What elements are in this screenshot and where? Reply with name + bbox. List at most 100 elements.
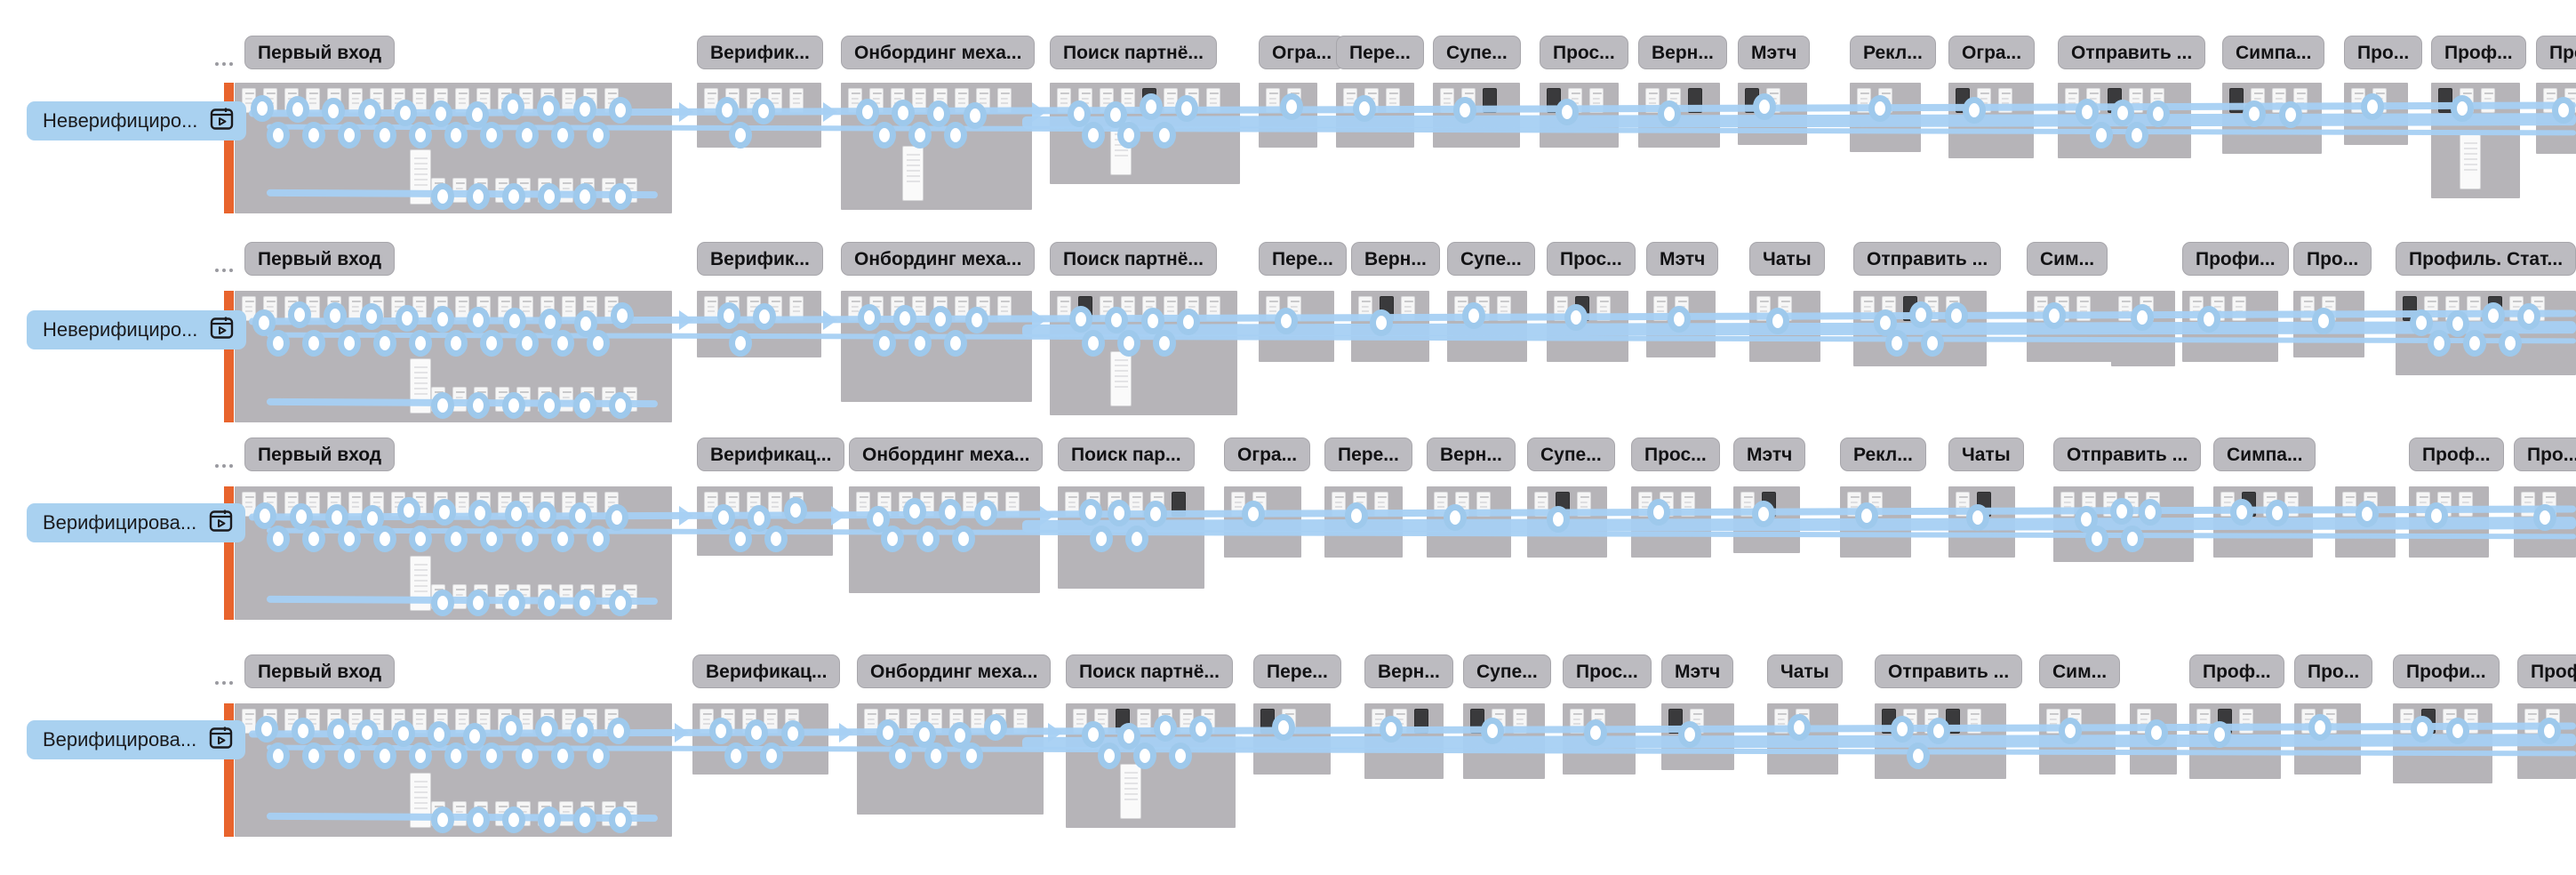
frame-title-chip[interactable]: Про... [2514, 438, 2576, 471]
screen-thumbnail[interactable] [2481, 88, 2495, 113]
frame-title-chip[interactable]: Отправить ... [2058, 36, 2206, 69]
frame-title-chip[interactable]: Про... [2294, 654, 2373, 688]
frame-title-chip[interactable]: Супе... [1447, 242, 1535, 276]
screen-thumbnail-tall[interactable] [1120, 764, 1141, 819]
screen-thumbnail[interactable] [306, 88, 320, 113]
frame-title-chip[interactable]: Симпа... [2222, 36, 2325, 69]
frame-title-chip[interactable]: Онбординг меха... [841, 36, 1036, 69]
frame-title-chip[interactable]: Верн... [1351, 242, 1440, 276]
frame-title-chip[interactable]: Первый вход [244, 438, 396, 471]
frame-title-chip[interactable]: Огра... [1259, 36, 1346, 69]
frame-title-chip[interactable]: Пере... [1336, 36, 1424, 69]
frame-title-chip[interactable]: Онбординг меха... [857, 654, 1052, 688]
frame-title-chip[interactable]: Поиск партнё... [1050, 36, 1217, 69]
frame-title-chip[interactable]: Проф... [2517, 654, 2576, 688]
screen-thumbnail[interactable] [242, 296, 256, 321]
frame-title-chip[interactable]: Про... [2293, 242, 2372, 276]
flow-connection-dot [2090, 122, 2113, 149]
screen-thumbnail[interactable] [348, 492, 363, 517]
screen-thumbnail[interactable] [912, 88, 926, 113]
screen-thumbnail[interactable] [455, 88, 469, 113]
frame-title-chip[interactable]: Рекл... [1840, 438, 1926, 471]
screen-thumbnail[interactable] [412, 88, 427, 113]
frame-title-chip[interactable]: Мэтч [1661, 654, 1734, 688]
frame-title-chip[interactable]: Мэтч [1733, 438, 1806, 471]
frame-title-chip[interactable]: Супе... [1463, 654, 1551, 688]
frame-title-chip[interactable]: Огра... [1948, 36, 2036, 69]
frame-title-chip[interactable]: Прос... [1547, 242, 1636, 276]
screen-thumbnail[interactable] [242, 492, 256, 517]
frame-title-chip[interactable]: Мэтч [1646, 242, 1719, 276]
frame-title-chip[interactable]: Отправить ... [2053, 438, 2202, 471]
frame-title-chip[interactable]: Симпа... [2213, 438, 2316, 471]
frame-title-chip[interactable]: Проф... [2409, 438, 2504, 471]
screen-thumbnail-tall[interactable] [2460, 134, 2481, 189]
frame-title-chip[interactable]: Чаты [1948, 438, 2024, 471]
frame-title-chip[interactable]: Сим... [2027, 242, 2108, 276]
frame-title-chip[interactable]: Отправить ... [1875, 654, 2023, 688]
frame-title-chip[interactable]: Чаты [1767, 654, 1843, 688]
frame-title-chip[interactable]: Отправить ... [1853, 242, 2002, 276]
screen-thumbnail[interactable] [412, 709, 427, 734]
frame-title-chip[interactable]: Пере... [1259, 242, 1347, 276]
screen-thumbnail-tall[interactable] [1110, 351, 1132, 406]
frame-title-chip[interactable]: Поиск партнё... [1050, 242, 1217, 276]
screen-thumbnail[interactable] [789, 88, 804, 113]
screen-thumbnail[interactable] [764, 709, 778, 734]
frame-title-chip[interactable]: Сим... [2039, 654, 2121, 688]
screen-thumbnail[interactable] [997, 296, 1012, 321]
frame-title-chip[interactable]: Чаты [1749, 242, 1825, 276]
screen-thumbnail[interactable] [562, 296, 576, 321]
section-label[interactable]: Неверифициро... [27, 101, 247, 140]
frame-title-chip[interactable]: Первый вход [244, 242, 396, 276]
screen-thumbnail[interactable] [971, 709, 985, 734]
screen-thumbnail[interactable] [768, 492, 782, 517]
frame-title-chip[interactable]: Верифик... [697, 242, 823, 276]
frame-title-chip[interactable]: Профи... [2393, 654, 2500, 688]
screen-thumbnail[interactable] [856, 492, 870, 517]
screen-thumbnail[interactable] [1005, 492, 1020, 517]
frame-title-chip[interactable]: Верификац... [692, 654, 841, 688]
screen-thumbnail[interactable] [955, 296, 969, 321]
screen-thumbnail[interactable] [789, 296, 804, 321]
screen-thumbnail[interactable] [997, 88, 1012, 113]
frame-title-chip[interactable]: Проф... [2536, 36, 2576, 69]
frame-title-chip[interactable]: Поиск пар... [1058, 438, 1195, 471]
frame-title-chip[interactable]: Прос... [1563, 654, 1652, 688]
frame-title-chip[interactable]: Пере... [1253, 654, 1341, 688]
section-label[interactable]: Верифицирова... [27, 720, 246, 759]
screen-thumbnail[interactable] [1013, 709, 1028, 734]
screen-thumbnail[interactable] [2524, 709, 2539, 734]
frame-title-chip[interactable]: Прос... [1631, 438, 1720, 471]
frame-title-chip[interactable]: Мэтч [1738, 36, 1811, 69]
frame-title-chip[interactable]: Онбординг меха... [841, 242, 1036, 276]
frame-title-chip[interactable]: Верн... [1427, 438, 1516, 471]
frame-title-chip[interactable]: Пере... [1324, 438, 1412, 471]
frame-title-chip[interactable]: Первый вход [244, 654, 396, 688]
frame-title-chip[interactable]: Супе... [1527, 438, 1615, 471]
frame-title-chip[interactable]: Верн... [1364, 654, 1453, 688]
screen-thumbnail[interactable] [864, 709, 878, 734]
frame-title-chip[interactable]: Супе... [1433, 36, 1521, 69]
frame-title-chip[interactable]: Верифик... [697, 36, 823, 69]
frame-title-chip[interactable]: Первый вход [244, 36, 396, 69]
frame-title-chip[interactable]: Огра... [1224, 438, 1311, 471]
section-label[interactable]: Верифицирова... [27, 503, 246, 542]
screen-thumbnail[interactable] [455, 296, 469, 321]
frame-title-chip[interactable]: Прос... [1540, 36, 1628, 69]
frame-title-chip[interactable]: Рекл... [1850, 36, 1936, 69]
frame-title-chip[interactable]: Профиль. Стат... [2396, 242, 2576, 276]
frame-title-chip[interactable]: Про... [2344, 36, 2423, 69]
frame-title-chip[interactable]: Проф... [2431, 36, 2526, 69]
frame-title-chip[interactable]: Поиск партнё... [1066, 654, 1233, 688]
screen-thumbnail-tall[interactable] [902, 146, 924, 201]
frame-title-chip[interactable]: Профи... [2182, 242, 2289, 276]
frame-title-chip[interactable]: Проф... [2189, 654, 2284, 688]
frame-title-chip[interactable]: Онбординг меха... [849, 438, 1044, 471]
screen-thumbnail[interactable] [348, 296, 363, 321]
screen-thumbnail[interactable] [455, 492, 469, 517]
section-label[interactable]: Неверифициро... [27, 310, 247, 349]
frame-title-chip[interactable]: Верн... [1638, 36, 1727, 69]
frame-title-chip[interactable]: Верификац... [697, 438, 845, 471]
